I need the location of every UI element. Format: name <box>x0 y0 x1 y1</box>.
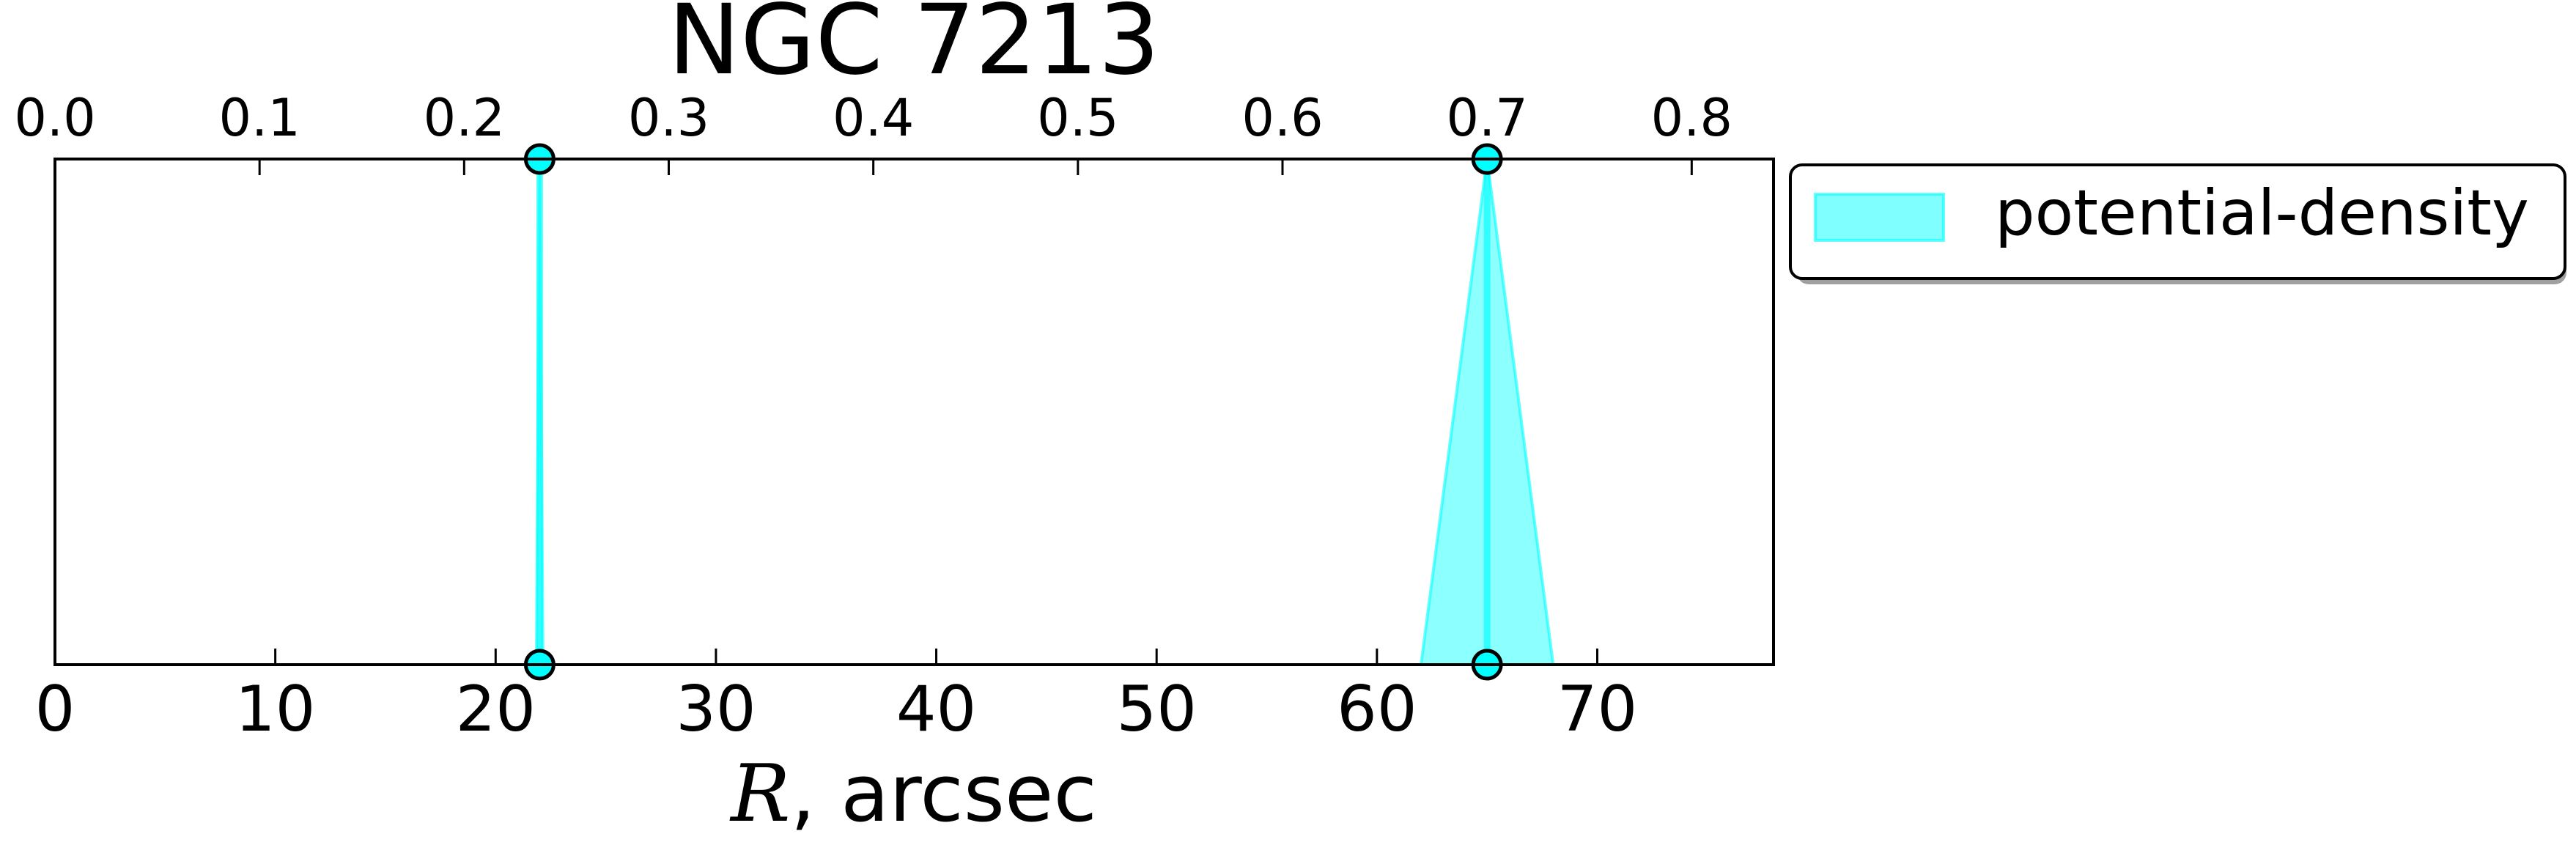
x-axis-label-symbol: R <box>729 748 790 840</box>
x-tick-label-3: 30 <box>676 673 756 746</box>
legend-box <box>1789 163 2566 280</box>
legend-label: potential-density <box>1995 177 2529 250</box>
series-layer <box>523 143 1555 681</box>
top-tick-label-8: 0.8 <box>1651 88 1732 148</box>
x-tick-label-1: 10 <box>235 673 315 746</box>
x-axis-label-text: , arcsec <box>790 748 1096 840</box>
x-tick-label-2: 20 <box>456 673 536 746</box>
chart-title: NGC 7213 <box>668 0 1159 97</box>
x-axis-label: R, arcsec <box>729 748 1097 840</box>
top-tick-label-6: 0.6 <box>1241 88 1323 148</box>
top-tick-label-5: 0.5 <box>1037 88 1118 148</box>
x-tick-label-6: 60 <box>1337 673 1417 746</box>
legend-swatch <box>1814 193 1945 242</box>
x-tick-label-5: 50 <box>1116 673 1196 746</box>
x-tick-label-7: 70 <box>1557 673 1637 746</box>
x-tick-label-0: 0 <box>35 673 75 746</box>
top-tick-label-3: 0.3 <box>628 88 709 148</box>
top-tick-label-2: 0.2 <box>424 88 505 148</box>
top-tick-label-4: 0.4 <box>833 88 914 148</box>
top-tick-label-0: 0.0 <box>14 88 95 148</box>
top-axis-ticks: 0.0 0.1 0.2 0.3 0.4 0.5 0.6 0.7 0.8 <box>14 88 1732 175</box>
x-tick-label-4: 40 <box>896 673 976 746</box>
bottom-axis-ticks: 0 10 20 30 40 50 60 70 <box>35 649 1637 746</box>
legend: potential-density <box>1789 163 2566 284</box>
plot-frame <box>53 158 1775 666</box>
top-tick-label-7: 0.7 <box>1447 88 1528 148</box>
top-tick-label-1: 0.1 <box>219 88 300 148</box>
